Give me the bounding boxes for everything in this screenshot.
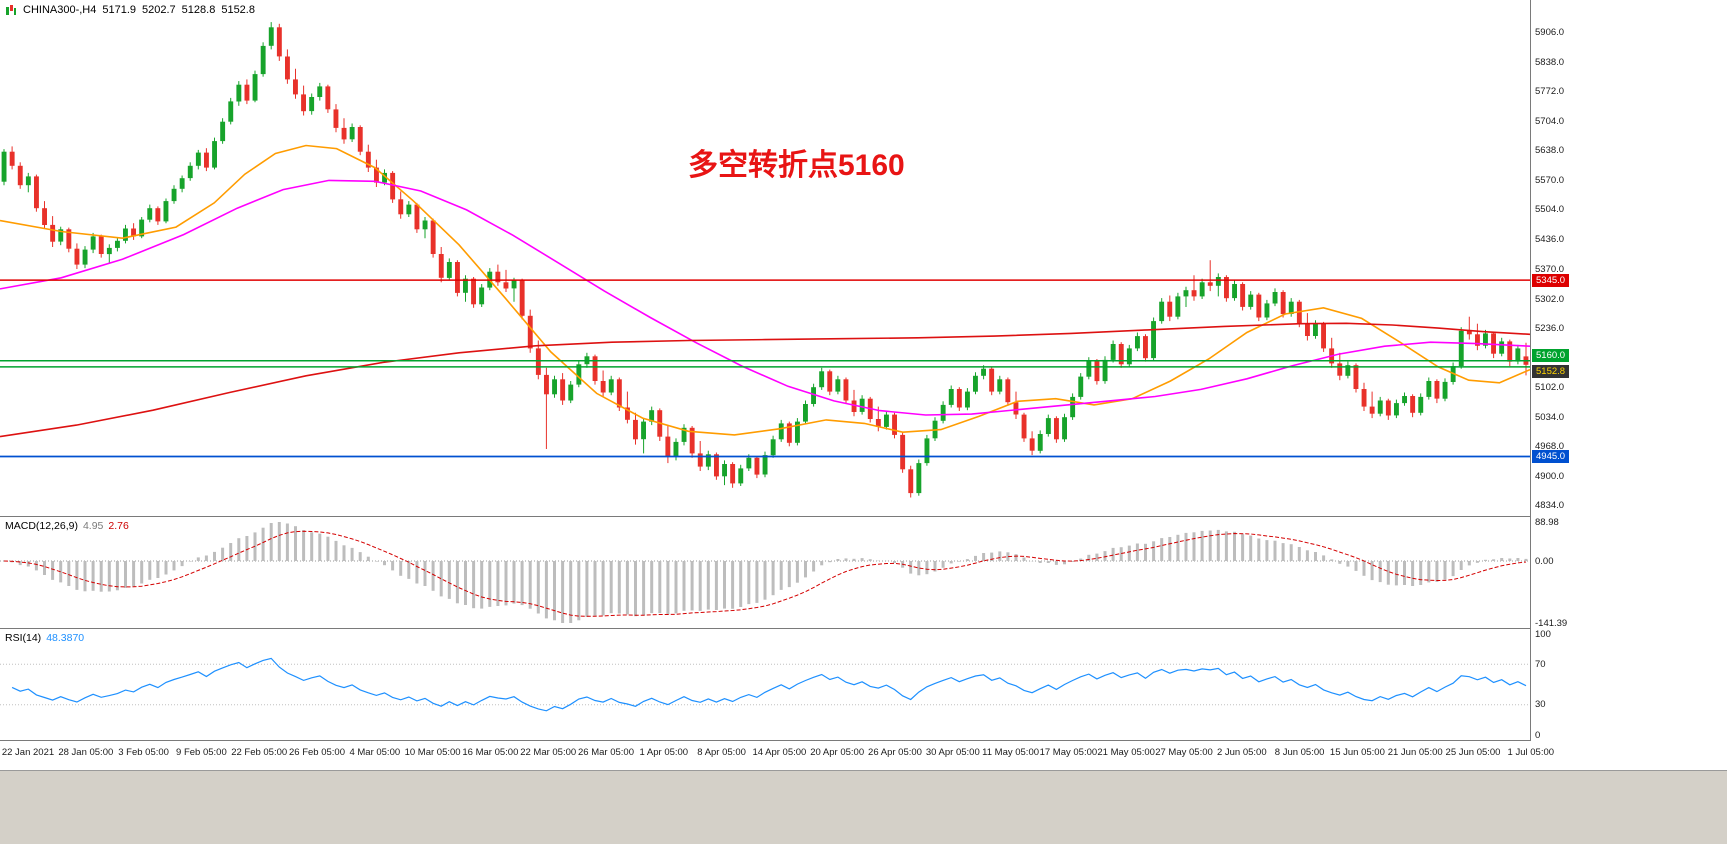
price-tag: 4945.0	[1532, 450, 1570, 463]
price-tag: 5345.0	[1532, 273, 1570, 287]
price-axis-label: 5302.0	[1535, 293, 1565, 305]
symbol-timeframe: CHINA300-,H4	[23, 4, 97, 16]
price-axis-label: 5704.0	[1535, 116, 1565, 128]
date-axis-label: 3 Feb 05:00	[118, 747, 169, 758]
date-axis-label: 20 Apr 05:00	[810, 747, 865, 758]
rsi-axis-label: 70	[1535, 658, 1546, 670]
price-axis-label: 5638.0	[1535, 145, 1565, 157]
date-axis-label: 25 Jun 05:00	[1445, 747, 1501, 758]
date-axis-label: 10 Mar 05:00	[404, 747, 461, 758]
date-axis-label: 16 Mar 05:00	[462, 747, 519, 758]
price-axis-label: 5436.0	[1535, 234, 1565, 246]
time-axis[interactable]: 22 Jan 2021 28 Jan 05:00 3 Feb 05:00 9 Feb …	[0, 741, 1727, 770]
price-axis-label: 5370.0	[1535, 263, 1565, 275]
date-axis-label: 17 May 05:00	[1039, 747, 1098, 758]
price-axis-label: 4968.0	[1535, 440, 1565, 452]
panel-separator[interactable]	[0, 740, 1727, 741]
date-axis-label: 2 Jun 05:00	[1216, 747, 1267, 758]
rsi-value: 48.3870	[46, 632, 85, 644]
date-axis-label: 26 Mar 05:00	[578, 747, 634, 758]
price-axis-label: 5570.0	[1535, 175, 1565, 187]
macd-panel[interactable]	[0, 517, 1530, 628]
date-axis-label: 1 Jul 05:00	[1507, 747, 1555, 758]
rsi-indicator-label: RSI(14) 48.3870	[5, 632, 84, 644]
date-axis-label: 30 Apr 05:00	[925, 747, 980, 758]
ma-fast-line	[0, 144, 1530, 436]
macd-axis-label: 0.00	[1535, 555, 1554, 567]
price-axis-label: 5838.0	[1535, 57, 1565, 69]
ohlc-low: 5128.8	[181, 4, 216, 16]
date-axis-label: 8 Apr 05:00	[697, 747, 746, 758]
main-chart-panel[interactable]	[0, 0, 1530, 516]
rsi-name: RSI(14)	[5, 632, 42, 644]
price-axis-label: 5034.0	[1535, 411, 1565, 423]
macd-signal-value: 2.76	[108, 520, 129, 532]
date-axis-label: 15 Jun 05:00	[1329, 747, 1385, 758]
footer-area	[0, 770, 1727, 844]
date-axis-label: 9 Feb 05:00	[176, 747, 227, 758]
date-axis-label: 4 Mar 05:00	[349, 747, 401, 758]
date-axis-label: 8 Jun 05:00	[1274, 747, 1325, 758]
date-axis-label: 26 Feb 05:00	[289, 747, 345, 758]
date-axis-label: 22 Mar 05:00	[520, 747, 577, 758]
price-axis-label: 5504.0	[1535, 204, 1565, 216]
candlestick-chart-icon	[5, 4, 17, 16]
panel-separator[interactable]	[0, 628, 1727, 629]
date-axis-label: 21 May 05:00	[1097, 747, 1155, 758]
date-axis-label: 22 Jan 2021	[1, 747, 55, 758]
date-axis-label: 27 May 05:00	[1155, 747, 1213, 758]
date-axis-label: 26 Apr 05:00	[868, 747, 922, 758]
macd-axis-label: -141.39	[1535, 617, 1568, 629]
ohlc-open: 5171.9	[102, 4, 137, 16]
price-axis-label: 4834.0	[1535, 499, 1565, 511]
rsi-chart-canvas[interactable]	[0, 629, 1530, 740]
price-axis-label: 4900.0	[1535, 470, 1565, 482]
price-axis-label: 5906.0	[1535, 27, 1565, 39]
price-axis-label: 5102.0	[1535, 381, 1565, 393]
price-axis-label: 5236.0	[1535, 322, 1565, 334]
pivot-annotation-text[interactable]: 多空转折点5160	[688, 149, 905, 182]
candlestick-chart-canvas[interactable]	[0, 0, 1530, 516]
ma-slow-line	[0, 322, 1530, 438]
date-axis-label: 1 Apr 05:00	[639, 747, 689, 758]
macd-axis-label: 88.98	[1535, 516, 1559, 528]
rsi-panel[interactable]	[0, 629, 1530, 740]
macd-main-value: 4.95	[82, 520, 104, 532]
date-axis-label: 28 Jan 05:00	[58, 747, 114, 758]
date-axis-label: 14 Apr 05:00	[752, 747, 807, 758]
panel-separator[interactable]	[0, 516, 1727, 517]
rsi-axis-label: 100	[1535, 628, 1551, 640]
macd-indicator-label: MACD(12,26,9) 4.95 2.76	[5, 520, 129, 532]
symbol-info: CHINA300-,H4 5171.9 5202.7 5128.8 5152.8	[5, 4, 255, 16]
date-axis-label: 22 Feb 05:00	[231, 747, 288, 758]
date-axis-label: 11 May 05:00	[982, 747, 1040, 758]
macd-chart-canvas[interactable]	[0, 517, 1530, 628]
price-tag: 5152.8	[1532, 365, 1570, 379]
ohlc-high: 5202.7	[142, 4, 176, 16]
date-axis-label: 21 Jun 05:00	[1387, 747, 1443, 758]
price-axis-label: 5772.0	[1535, 86, 1565, 98]
rsi-axis-label: 0	[1535, 729, 1541, 741]
price-tag: 5160.0	[1532, 348, 1570, 362]
ma-mid-line	[0, 179, 1530, 416]
rsi-axis-label: 30	[1535, 699, 1546, 711]
ohlc-close: 5152.8	[221, 4, 255, 16]
macd-name: MACD(12,26,9)	[5, 520, 78, 532]
price-axis[interactable]: 5906.0 5838.0 5772.0 5704.0 5638.0 5570.0 5504…	[1530, 0, 1727, 741]
